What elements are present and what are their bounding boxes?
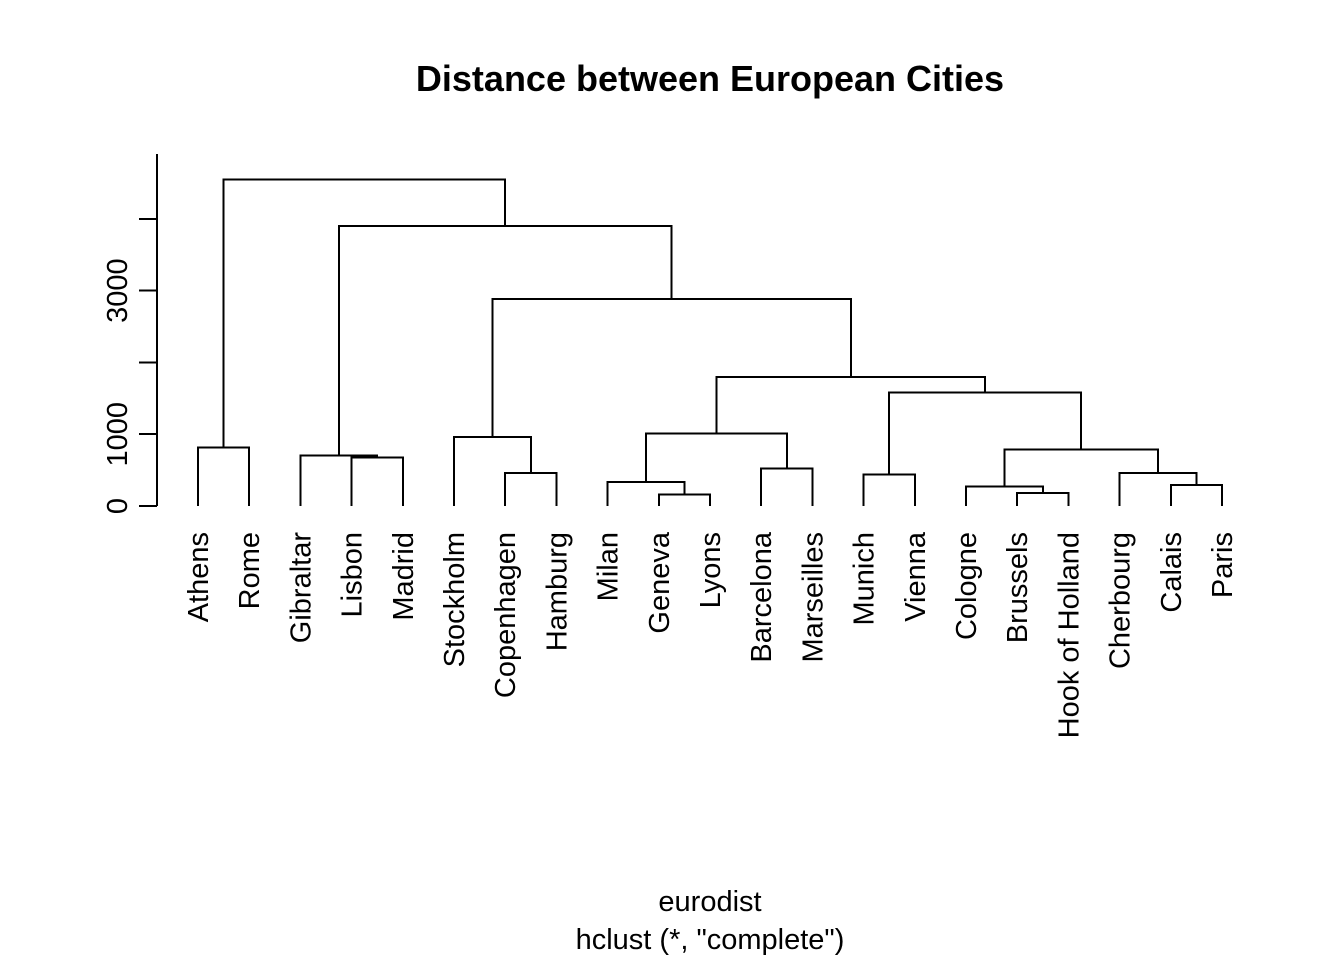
link-cherbourg-calais-paris — [1118, 471, 1198, 506]
leaf-label-lisbon: Lisbon — [337, 532, 369, 617]
leaf-label-cherbourg: Cherbourg — [1105, 532, 1137, 669]
link-gibraltar-lisbon-madrid — [299, 454, 379, 506]
y-tick-label: 1000 — [102, 402, 134, 467]
leaf-label-hook-of-holland: Hook of Holland — [1053, 532, 1085, 738]
link-stockholm-copenhagen-hamburg — [453, 436, 532, 506]
leaf-label-hamburg: Hamburg — [541, 532, 573, 651]
leaf-label-vienna: Vienna — [900, 531, 932, 622]
link-iberia-rest — [337, 224, 673, 456]
link-milan-group-barcelona-group — [645, 432, 788, 482]
dendrogram-links — [197, 178, 1223, 506]
leaf-label-munich: Munich — [849, 532, 881, 626]
link-south-central — [715, 375, 987, 434]
leaf-label-paris: Paris — [1207, 532, 1239, 598]
link-athens-rome — [197, 446, 251, 506]
leaf-label-milan: Milan — [593, 532, 625, 601]
leaf-label-athens: Athens — [183, 532, 215, 622]
link-cologne-group-cherbourg-group — [1003, 448, 1159, 487]
leaf-label-marseilles: Marseilles — [797, 532, 829, 663]
leaf-label-rome: Rome — [234, 532, 266, 609]
link-lisbon-madrid — [350, 456, 404, 506]
link-scandinavia-mainland — [491, 297, 852, 438]
leaf-label-copenhagen: Copenhagen — [490, 532, 522, 698]
link-barcelona-marseilles — [760, 467, 814, 506]
x-axis-label: eurodist — [658, 886, 761, 918]
link-munich-group-west-group — [888, 391, 1083, 475]
leaf-label-lyons: Lyons — [695, 532, 727, 608]
method-subtitle: hclust (*, "complete") — [576, 924, 845, 956]
y-tick-label: 3000 — [102, 258, 134, 323]
link-munich-vienna — [862, 473, 916, 506]
link-brussels-hook-of-holland — [1016, 492, 1070, 506]
link-copenhagen-hamburg — [504, 471, 558, 506]
y-tick-label: 0 — [102, 498, 134, 514]
link-geneva-lyons — [657, 493, 711, 506]
leaf-label-geneva: Geneva — [644, 531, 676, 633]
link-calais-paris — [1169, 484, 1223, 506]
chart-title: Distance between European Cities — [416, 58, 1004, 99]
link-cologne-brussels-hook — [965, 485, 1044, 506]
leaf-label-brussels: Brussels — [1002, 532, 1034, 643]
link-root — [222, 178, 507, 448]
leaf-labels: Athens Rome Gibraltar Lisbon Madrid Stockholm… — [183, 531, 1239, 738]
leaf-label-gibraltar: Gibraltar — [285, 532, 317, 644]
leaf-label-cologne: Cologne — [951, 532, 983, 640]
leaf-label-madrid: Madrid — [388, 532, 420, 621]
y-axis: 0 1000 3000 — [102, 154, 158, 514]
leaf-label-stockholm: Stockholm — [439, 532, 471, 667]
leaf-label-calais: Calais — [1156, 532, 1188, 613]
leaf-label-barcelona: Barcelona — [746, 531, 778, 662]
